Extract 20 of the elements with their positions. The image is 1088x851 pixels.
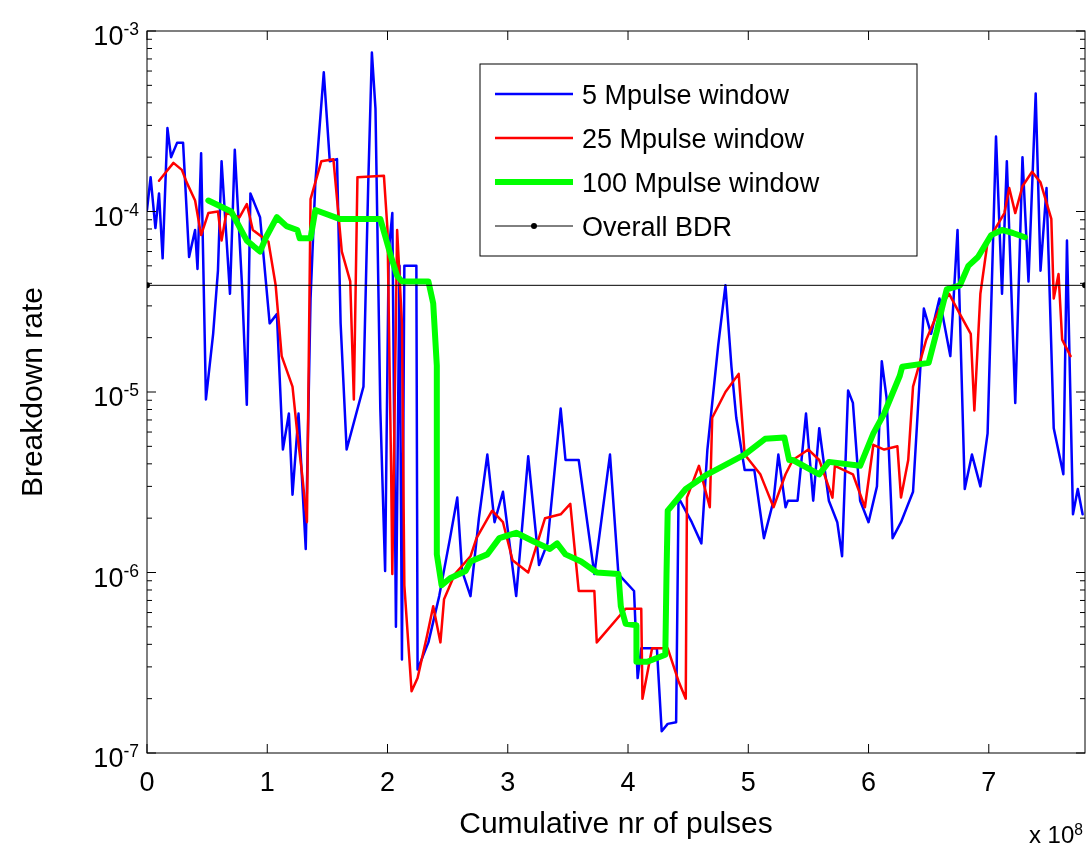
x-tick-label: 0 xyxy=(139,767,155,797)
x-tick-label: 2 xyxy=(380,767,396,797)
legend-label: 25 Mpulse window xyxy=(582,124,805,154)
y-axis-title: Breakdown rate xyxy=(15,286,48,498)
legend-label: 100 Mpulse window xyxy=(582,168,820,198)
y-tick-label: 10$^{-6}$ xyxy=(93,560,139,593)
legend-label: Overall BDR xyxy=(582,212,733,242)
x-tick-label: 1 xyxy=(259,767,275,797)
legend-label: 5 Mpulse window xyxy=(582,80,790,110)
x-tick-label: 7 xyxy=(981,767,997,797)
x-tick-label: 5 xyxy=(740,767,756,797)
x-tick-label: 4 xyxy=(620,767,636,797)
x-tick-label: 6 xyxy=(861,767,877,797)
y-tick-label: 10$^{-7}$ xyxy=(93,741,139,773)
y-tick-label: 10$^{-4}$ xyxy=(93,199,140,232)
y-tick-label: 10$^{-5}$ xyxy=(93,380,140,412)
x-tick-label: 3 xyxy=(500,767,516,797)
text: x 10$^{8}$ xyxy=(1028,820,1083,848)
x-axis-title: Cumulative nr of pulses xyxy=(459,806,773,839)
y-tick-label: 10$^{-3}$ xyxy=(93,19,139,51)
